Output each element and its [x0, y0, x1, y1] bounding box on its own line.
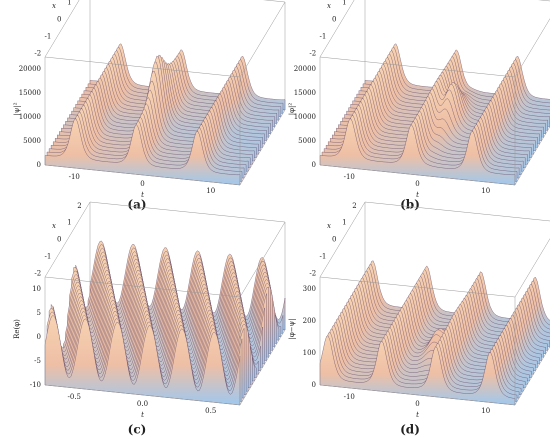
x-tick-label: 1 — [67, 0, 71, 7]
x-tick-label: -1 — [320, 32, 327, 40]
z-axis-label: |φ−ψ| — [288, 319, 296, 340]
x-tick-label: 2 — [352, 202, 356, 210]
box-edge — [319, 56, 516, 78]
z-tick-label: 20000 — [19, 65, 41, 73]
box-edge — [44, 164, 241, 186]
z-axis-label: |φ|² — [288, 103, 296, 116]
z-tick-label: 5 — [37, 309, 41, 317]
surface-strip — [319, 335, 516, 406]
caption: (a) — [127, 198, 146, 212]
t-tick-label: -10 — [344, 393, 355, 401]
t-axis-label: t — [416, 411, 419, 419]
z-tick-label: 10 — [32, 285, 41, 293]
t-tick-label: 10 — [206, 187, 215, 195]
box-edge — [319, 164, 516, 186]
z-tick-label: 10000 — [294, 113, 316, 121]
x-axis-label: x — [52, 222, 56, 230]
x-tick-label: -1 — [45, 32, 52, 40]
box-edge — [319, 384, 516, 406]
z-tick-label: 300 — [303, 285, 316, 293]
box-edge — [239, 329, 286, 406]
z-tick-label: -5 — [34, 357, 41, 365]
t-tick-label: 0 — [415, 180, 419, 188]
panel: -10010t-2-1012x05000100001500020000|φ|²(… — [288, 0, 550, 212]
t-axis-label: t — [141, 411, 144, 419]
box-edge — [239, 109, 286, 186]
t-tick-label: 0 — [415, 400, 419, 408]
x-tick-label: -2 — [309, 269, 316, 277]
t-axis-label: t — [416, 191, 419, 199]
box-edge — [319, 201, 366, 278]
box-edge — [44, 384, 241, 406]
x-tick-label: -2 — [34, 269, 41, 277]
x-axis-label: x — [52, 2, 56, 10]
t-tick-label: -10 — [69, 173, 80, 181]
box-edge — [44, 0, 80, 58]
caption: (d) — [400, 423, 420, 437]
t-tick-label: -10 — [344, 173, 355, 181]
box-edge — [239, 1, 286, 78]
z-tick-label: 0 — [312, 161, 316, 169]
box-edge — [514, 238, 550, 298]
x-axis-label: x — [327, 222, 331, 230]
t-tick-label: 10 — [481, 407, 490, 415]
z-tick-label: -10 — [30, 381, 41, 389]
t-tick-label: -0.5 — [68, 393, 82, 401]
z-tick-label: 15000 — [294, 89, 316, 97]
box-edge — [514, 126, 550, 186]
z-tick-label: 200 — [303, 317, 316, 325]
x-tick-label: -1 — [320, 252, 327, 260]
z-tick-label: 0 — [312, 381, 316, 389]
t-tick-label: 0 — [140, 180, 144, 188]
t-tick-label: 0.5 — [205, 407, 216, 415]
z-tick-label: 0 — [37, 333, 41, 341]
z-axis-label: Re(φ) — [13, 319, 21, 339]
surface-strip — [44, 118, 241, 186]
z-tick-label: 100 — [303, 349, 316, 357]
x-tick-label: -1 — [45, 252, 52, 260]
t-tick-label: 0.0 — [137, 400, 148, 408]
box-edge — [319, 0, 355, 58]
t-tick-label: 10 — [481, 187, 490, 195]
surface-strip — [44, 315, 241, 406]
x-tick-label: -2 — [309, 49, 316, 57]
z-tick-label: 5000 — [23, 137, 41, 145]
box-edge — [239, 221, 286, 298]
box-edge — [538, 0, 550, 2]
panel: -10010t-2-1012x05000100001500020000|ψ|²(… — [13, 0, 286, 212]
x-tick-label: 1 — [342, 0, 346, 7]
z-tick-label: 15000 — [19, 89, 41, 97]
z-axis-label: |ψ|² — [13, 102, 21, 115]
box-edge — [44, 56, 241, 78]
box-edge — [364, 201, 550, 222]
x-tick-label: 2 — [77, 202, 81, 210]
z-tick-label: 5000 — [298, 137, 316, 145]
x-tick-label: 1 — [342, 219, 346, 227]
x-tick-label: -2 — [34, 49, 41, 57]
surface-strip — [319, 118, 516, 186]
box-edge — [263, 0, 286, 3]
x-axis-label: x — [327, 2, 331, 10]
caption: (b) — [400, 198, 420, 212]
z-tick-label: 0 — [37, 161, 41, 169]
box-edge — [514, 18, 550, 78]
x-tick-label: 1 — [67, 219, 71, 227]
box-edge — [514, 346, 550, 406]
box-edge — [44, 201, 91, 278]
x-tick-label: 0 — [332, 16, 336, 24]
box-edge — [319, 276, 516, 298]
z-tick-label: 20000 — [294, 65, 316, 73]
x-tick-label: 0 — [57, 236, 61, 244]
t-axis-label: t — [141, 191, 144, 199]
z-tick-label: 10000 — [19, 113, 41, 121]
caption: (c) — [128, 423, 147, 437]
x-tick-label: 0 — [57, 16, 61, 24]
box-edge — [89, 201, 286, 223]
box-edge — [44, 276, 241, 298]
x-tick-label: 0 — [332, 236, 336, 244]
